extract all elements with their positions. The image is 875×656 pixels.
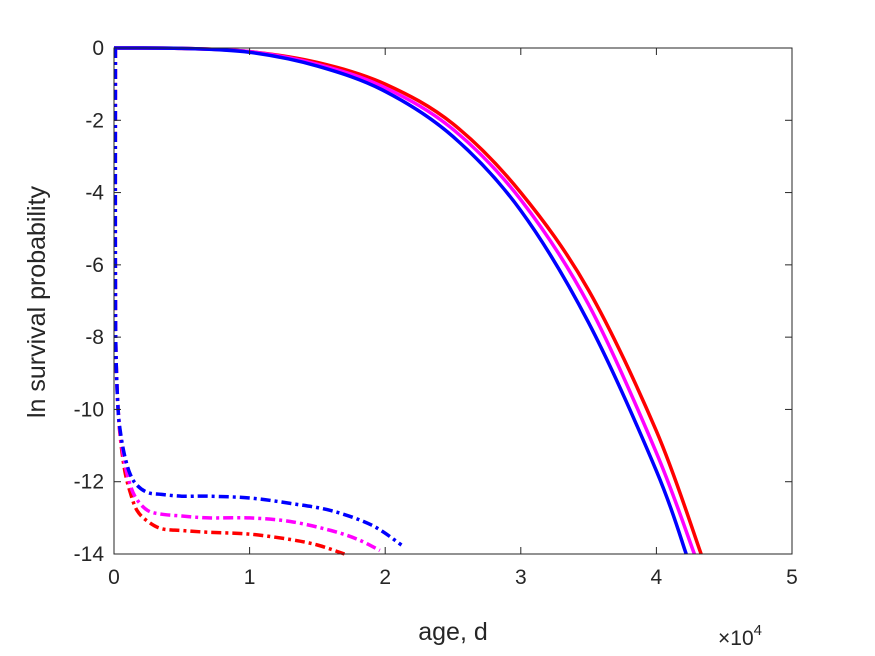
y-tick-label: -10 — [74, 398, 104, 421]
series-layer — [113, 46, 703, 556]
y-tick-label: -2 — [85, 109, 104, 132]
y-tick-label: -4 — [85, 182, 104, 205]
y-axis-label: ln survival probability — [23, 185, 51, 418]
series-line-solid-1 — [113, 46, 697, 555]
x-exponent-base: ×10 — [718, 627, 754, 650]
series-line-dashdot-4 — [113, 47, 381, 552]
y-tick-label: -12 — [74, 471, 104, 494]
x-axis-exponent: ×104 — [718, 622, 762, 650]
x-tick-label: 2 — [379, 566, 391, 589]
x-tick-label: 5 — [786, 566, 798, 589]
x-tick-label: 0 — [108, 566, 120, 589]
y-tick-label: 0 — [92, 37, 104, 60]
x-axis-label: age, d — [418, 618, 488, 646]
y-tick-label: -14 — [74, 543, 105, 566]
series-line-dashdot-5 — [113, 47, 403, 547]
y-tick-labels: 0 -2 -4 -6 -8 -10 -12 -14 — [74, 37, 105, 566]
plot-frame — [113, 47, 793, 555]
x-exponent-power: 4 — [754, 622, 762, 639]
y-tick-label: -6 — [85, 254, 104, 277]
x-tick-labels: 0 1 2 3 4 5 — [108, 566, 798, 589]
ticks-layer — [113, 47, 793, 555]
x-tick-label: 4 — [651, 566, 663, 589]
series-line-dashdot-3 — [113, 47, 346, 556]
x-tick-label: 1 — [244, 566, 256, 589]
series-line-solid-2 — [113, 46, 688, 555]
x-tick-label: 3 — [515, 566, 527, 589]
y-tick-label: -8 — [85, 326, 104, 349]
series-line-solid-0 — [113, 46, 703, 555]
